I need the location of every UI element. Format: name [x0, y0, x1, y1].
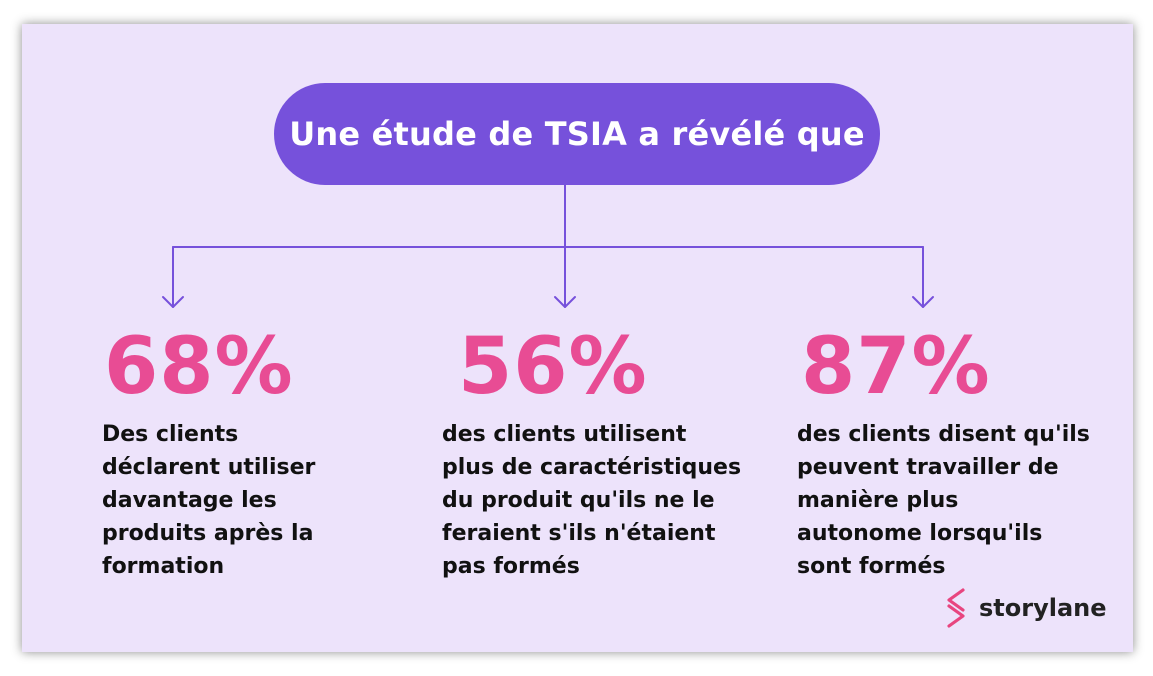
arrow-down-icon [162, 296, 184, 308]
storylane-logo-icon [947, 588, 965, 628]
stat-description-1: Des clients déclarent utiliser davantage… [102, 422, 316, 579]
arrow-down-icon [912, 296, 934, 308]
logo-text: storylane [979, 594, 1107, 622]
arrow-down-icon [554, 296, 576, 308]
stat-description-2: des clients utilisent plus de caractéris… [442, 422, 742, 579]
storylane-logo: storylane [943, 588, 1107, 628]
stat-value-3: 87% [801, 322, 991, 412]
title-pill: Une étude de TSIA a révélé que [274, 83, 880, 185]
stat-description-3: des clients disent qu'ils peuvent travai… [797, 422, 1090, 579]
stat-value-2: 56% [458, 322, 648, 412]
stat-value-1: 68% [104, 322, 294, 412]
title-text: Une étude de TSIA a révélé que [289, 115, 865, 153]
